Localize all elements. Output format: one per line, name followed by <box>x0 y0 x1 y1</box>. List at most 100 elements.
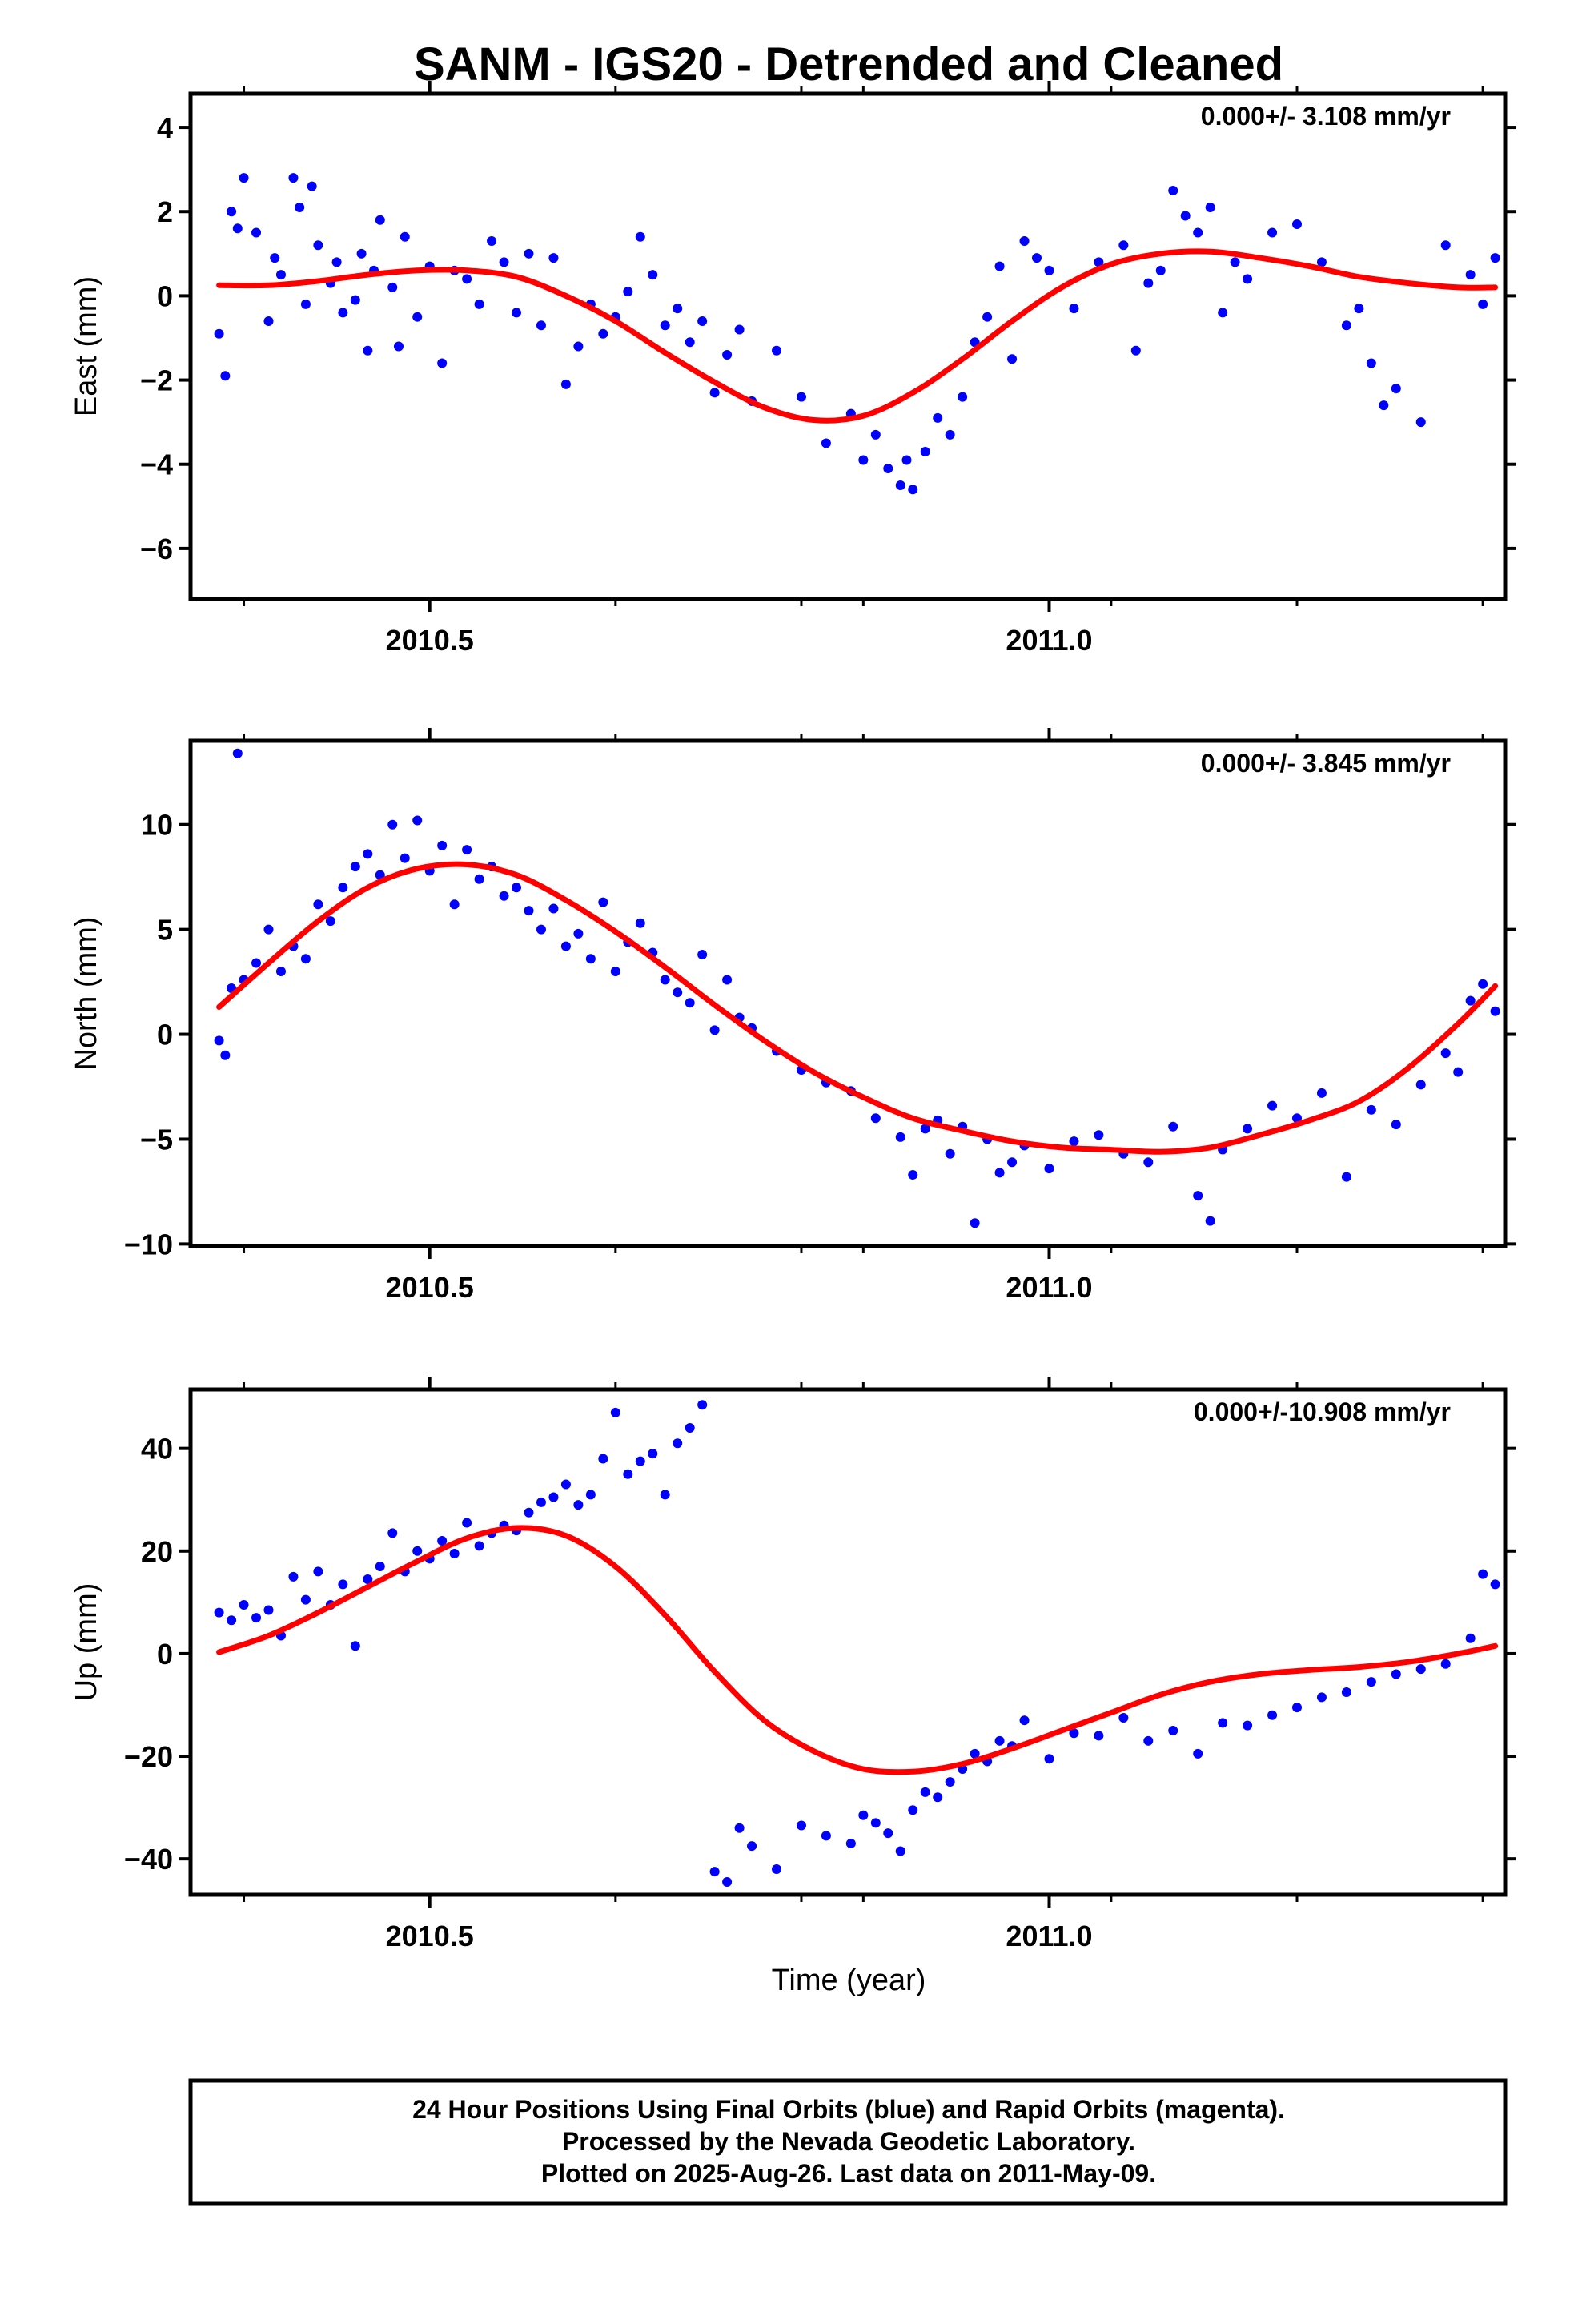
data-point <box>734 1823 745 1833</box>
data-point <box>239 173 249 183</box>
data-point <box>722 350 733 360</box>
data-point <box>350 1641 360 1651</box>
data-point <box>1193 227 1203 238</box>
data-point <box>1478 299 1488 309</box>
data-point <box>1292 219 1303 230</box>
data-point <box>1465 270 1476 280</box>
y-tick-label: 0 <box>157 1019 173 1051</box>
data-point <box>796 392 806 402</box>
data-point <box>1205 1216 1215 1226</box>
data-point <box>1143 278 1154 288</box>
data-point <box>1218 308 1228 318</box>
data-point <box>901 455 912 465</box>
data-point <box>338 308 348 318</box>
data-point <box>1267 1100 1278 1111</box>
data-point <box>895 480 905 491</box>
data-point <box>709 1025 720 1035</box>
data-point <box>313 899 323 910</box>
data-point <box>1292 1703 1303 1713</box>
y-tick-label: 10 <box>141 809 173 842</box>
data-point <box>1069 1728 1079 1739</box>
y-tick-label: 4 <box>157 111 173 144</box>
data-point <box>214 328 224 339</box>
data-point <box>1490 253 1500 263</box>
data-point <box>363 1574 373 1585</box>
data-point <box>412 815 423 826</box>
data-point <box>1354 304 1364 314</box>
data-point <box>462 1518 472 1528</box>
data-point <box>945 429 955 440</box>
data-point <box>598 897 608 907</box>
data-point <box>560 941 571 951</box>
data-point <box>512 308 522 318</box>
data-point <box>648 270 658 280</box>
data-point <box>356 248 367 259</box>
data-point <box>1044 1164 1054 1174</box>
data-point <box>220 1050 231 1060</box>
data-point <box>350 862 360 872</box>
data-point <box>375 1562 385 1572</box>
data-point <box>1069 1136 1079 1147</box>
data-point <box>1267 227 1278 238</box>
data-point <box>1069 304 1079 314</box>
data-point <box>858 1810 869 1820</box>
data-point <box>1415 1080 1426 1090</box>
data-point <box>412 312 423 322</box>
data-point <box>1341 1687 1351 1697</box>
data-point <box>1007 1157 1018 1168</box>
data-point <box>263 924 274 935</box>
data-point <box>1019 236 1030 247</box>
data-point <box>1094 1130 1104 1140</box>
data-point <box>1044 1754 1054 1764</box>
plot-area <box>214 173 1500 495</box>
data-point <box>1465 1633 1476 1643</box>
data-point <box>610 1407 620 1417</box>
data-point <box>437 840 448 850</box>
data-point <box>920 1124 930 1134</box>
data-point <box>1415 417 1426 428</box>
y-tick-label: −6 <box>140 533 173 565</box>
y-tick-label: −10 <box>124 1228 173 1261</box>
data-point <box>1391 384 1401 394</box>
data-point <box>858 455 869 465</box>
data-point <box>1243 1124 1253 1134</box>
data-point <box>449 1548 460 1558</box>
fit-curve <box>216 861 1499 1155</box>
data-point <box>331 257 342 267</box>
figure-title: SANM - IGS20 - Detrended and Cleaned <box>414 38 1283 90</box>
data-point <box>573 1500 584 1510</box>
data-point <box>722 975 733 985</box>
data-point <box>227 207 237 217</box>
data-point <box>772 1864 782 1874</box>
data-point <box>300 1594 311 1605</box>
x-tick-label: 2010.5 <box>386 1920 474 1952</box>
data-point <box>821 438 831 448</box>
data-point <box>958 392 968 402</box>
footer-line-2: Processed by the Nevada Geodetic Laborat… <box>562 2127 1135 2156</box>
data-point <box>499 891 509 901</box>
data-point <box>635 1456 645 1466</box>
x-axis-label: Time (year) <box>772 1964 926 1997</box>
data-point <box>1130 345 1141 356</box>
data-point <box>512 883 522 893</box>
y-tick-label: −20 <box>124 1740 173 1773</box>
data-point <box>263 1605 274 1615</box>
data-point <box>1366 358 1376 368</box>
data-point <box>933 1792 943 1803</box>
y-tick-label: 40 <box>141 1433 173 1466</box>
data-point <box>474 299 484 309</box>
data-point <box>313 240 323 251</box>
data-point <box>908 1169 918 1180</box>
data-point <box>524 1507 534 1518</box>
data-point <box>536 320 546 331</box>
data-point <box>1440 240 1451 251</box>
y-tick-label: −4 <box>140 448 173 481</box>
data-point <box>270 253 280 263</box>
data-point <box>598 328 608 339</box>
data-point <box>673 304 683 314</box>
data-point <box>393 341 404 352</box>
data-point <box>821 1831 831 1841</box>
data-point <box>462 845 472 855</box>
data-point <box>400 853 410 863</box>
data-point <box>697 316 708 326</box>
